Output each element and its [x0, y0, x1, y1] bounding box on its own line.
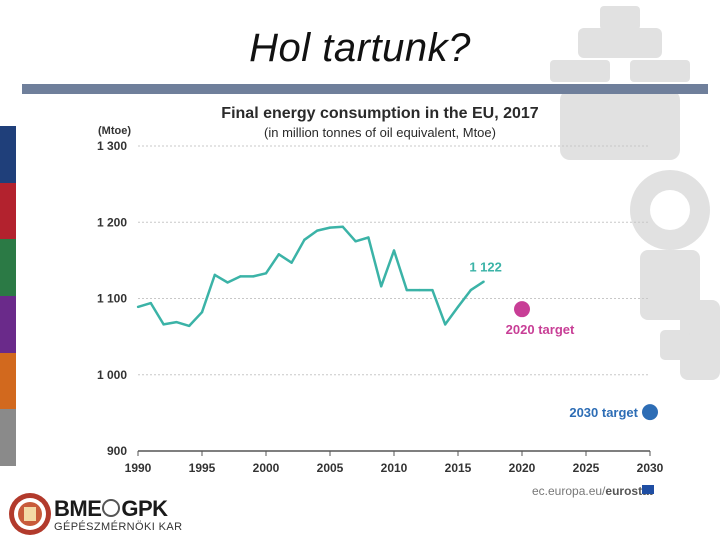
- x-tick-label: 2020: [509, 461, 536, 475]
- data-point: [328, 226, 332, 229]
- data-point: [264, 272, 268, 275]
- data-point: [277, 253, 280, 256]
- data-point: [303, 238, 306, 241]
- side-color-strips: [0, 126, 16, 466]
- data-point: [316, 229, 319, 232]
- y-tick-label: 1 100: [97, 292, 127, 306]
- data-point: [175, 320, 178, 324]
- watermark-emblem: [550, 6, 720, 380]
- data-point: [444, 323, 447, 326]
- data-point: [162, 323, 165, 326]
- title-underline-bar: [22, 84, 708, 94]
- target-marker: [642, 404, 658, 421]
- x-tick-label: 1990: [125, 461, 152, 475]
- data-point: [367, 236, 370, 239]
- data-point: [136, 305, 140, 309]
- source-eurostat: eurostat: [605, 484, 653, 498]
- strip-red: [0, 182, 16, 240]
- y-tick-label: 1 300: [97, 139, 127, 153]
- series-line: [137, 225, 485, 328]
- data-point: [239, 275, 242, 278]
- x-tick-label: 2025: [573, 461, 600, 475]
- x-tick-label: 2015: [445, 461, 472, 475]
- y-tick-label: 1 000: [97, 368, 127, 382]
- x-tick-label: 1995: [189, 461, 216, 475]
- target-marker: [514, 301, 530, 318]
- x-tick-label: 2000: [253, 461, 280, 475]
- data-point: [380, 285, 383, 288]
- x-tick-label: 2005: [317, 461, 344, 475]
- y-tick-label: 1 200: [97, 215, 127, 229]
- faculty-seal-icon: [9, 493, 51, 535]
- x-tick-label: 2010: [381, 461, 408, 475]
- data-point: [226, 281, 229, 284]
- eu-flag-icon: [642, 485, 654, 494]
- data-point: [149, 301, 152, 305]
- x-tick-label: 2030: [637, 461, 664, 475]
- source-credit: ec.europa.eu/eurostat: [532, 484, 653, 498]
- logo-bme: BME: [54, 496, 102, 521]
- data-point: [418, 288, 421, 292]
- chart-title: Final energy consumption in the EU, 2017: [221, 105, 539, 122]
- strip-green: [0, 239, 16, 296]
- slide-title: Hol tartunk?: [249, 26, 471, 70]
- strip-grey: [0, 409, 16, 466]
- logo-gpk: GPK: [121, 496, 168, 521]
- last-value-label: 1 122: [469, 260, 502, 275]
- logo-seal-mini-icon: [102, 499, 121, 517]
- data-point: [405, 288, 408, 292]
- source-domain: ec.europa.eu/: [532, 484, 606, 498]
- target-label: 2020 target: [506, 322, 575, 337]
- logo-subtitle: GÉPÉSZMÉRNÖKI KAR: [54, 521, 183, 533]
- data-point: [456, 305, 460, 309]
- data-point: [431, 288, 434, 292]
- data-point: [341, 225, 344, 229]
- data-point: [469, 288, 472, 292]
- y-tick-label: 900: [107, 444, 127, 458]
- y-axis-unit-label: (Mtoe): [98, 125, 131, 137]
- data-point: [252, 275, 255, 278]
- data-point: [290, 261, 293, 264]
- strip-orange: [0, 352, 16, 410]
- logo-wordmark: BME GPK: [54, 496, 168, 522]
- data-point: [188, 324, 191, 328]
- data-point: [482, 280, 485, 283]
- data-point: [392, 249, 396, 252]
- strip-purple: [0, 295, 16, 353]
- chart-subtitle: (in million tonnes of oil equivalent, Mt…: [264, 125, 496, 140]
- data-point: [213, 273, 216, 277]
- strip-blue: [0, 126, 16, 183]
- data-point: [354, 240, 357, 243]
- target-label: 2030 target: [569, 405, 638, 420]
- data-point: [200, 311, 204, 314]
